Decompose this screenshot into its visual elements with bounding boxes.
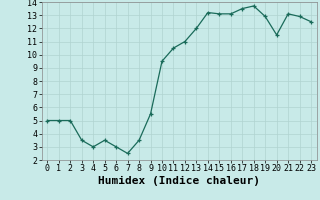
X-axis label: Humidex (Indice chaleur): Humidex (Indice chaleur) xyxy=(98,176,260,186)
